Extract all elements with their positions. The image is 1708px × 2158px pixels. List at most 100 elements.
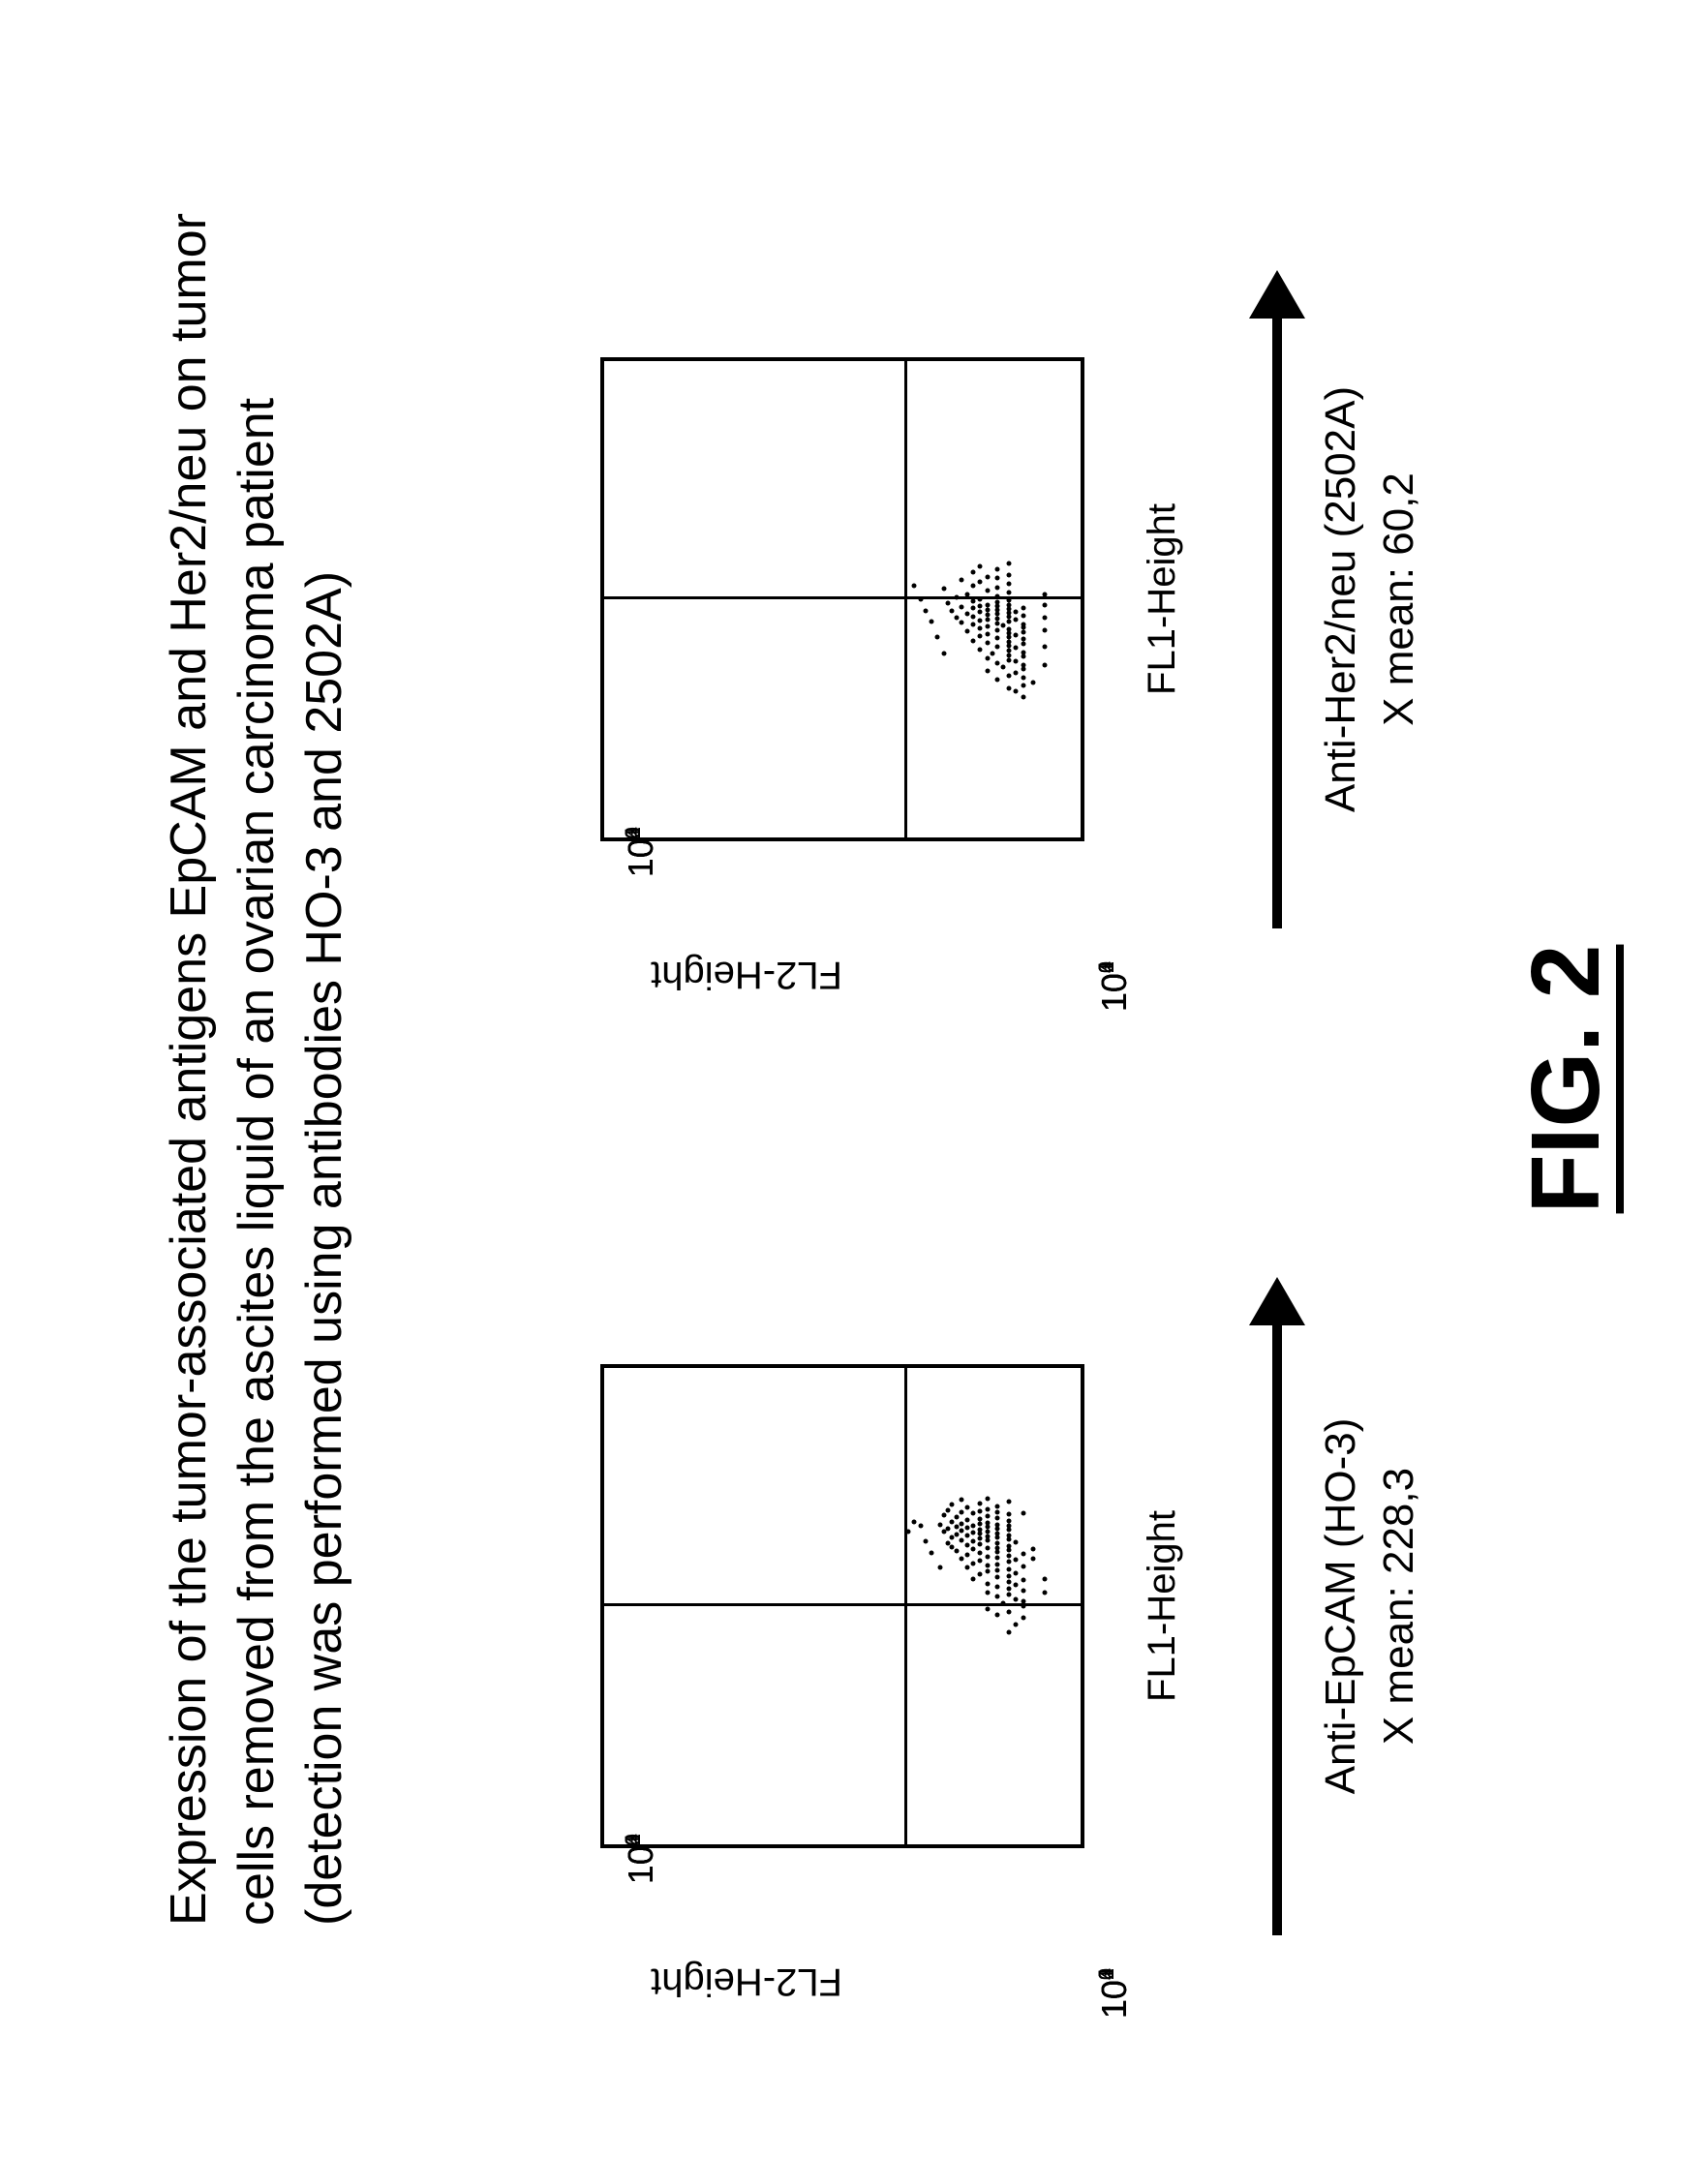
scatter-dot — [986, 1521, 991, 1526]
scatter-dot — [946, 601, 951, 606]
scatter-dot — [978, 1572, 983, 1577]
scatter-dot — [978, 626, 983, 631]
arrow-shaft — [1272, 309, 1282, 928]
scatter-dot — [1022, 1615, 1026, 1620]
plots-row: FL2-Height 100 101 102 103 104 100 101 1… — [600, 154, 1472, 1993]
scatter-dot — [970, 606, 975, 611]
scatter-dot — [1006, 1560, 1011, 1565]
scatter-dot — [978, 619, 983, 623]
scatter-dot — [1022, 650, 1026, 654]
scatter-dot — [1022, 1551, 1026, 1556]
scatter-dot — [995, 1612, 1000, 1617]
scatter-dot — [986, 613, 991, 618]
scatter-dot — [1042, 602, 1047, 607]
scatter-dot — [970, 614, 975, 619]
scatter-dot — [1022, 1565, 1026, 1569]
scatter-dot — [1006, 615, 1011, 620]
scatter-dot — [978, 1551, 983, 1556]
scatter-dot — [978, 1527, 983, 1532]
scatter-dot — [1042, 627, 1047, 632]
scatter-dot — [954, 616, 959, 621]
scatter-dot — [995, 585, 1000, 590]
scatter-dot — [995, 593, 1000, 598]
scatter-dot — [1006, 1609, 1011, 1614]
scatter-dot — [995, 1541, 1000, 1546]
scatter-dot — [986, 1563, 991, 1567]
scatter-dot — [970, 1530, 975, 1535]
scatter-dot — [1006, 1593, 1011, 1597]
scatter-dot — [1042, 1591, 1047, 1596]
scatter-dot — [1000, 1601, 1005, 1606]
scatter-dot — [995, 661, 1000, 666]
scatter-dot — [1022, 683, 1026, 687]
scatter-dot — [986, 1554, 991, 1559]
ytick: 104 — [621, 1834, 661, 1884]
quadrant-hline — [904, 361, 907, 837]
scatter-dot — [986, 655, 991, 660]
scatter-dot — [986, 1606, 991, 1611]
scatter-dot — [986, 631, 991, 636]
scatter-dot — [995, 1535, 1000, 1540]
scatter-dot — [995, 1562, 1000, 1566]
scatter-dot — [1014, 1623, 1019, 1627]
scatter-dot — [960, 605, 964, 610]
scatter-dot — [960, 1557, 964, 1562]
scatter-dot — [1006, 685, 1011, 690]
scatter-dot — [1006, 1543, 1011, 1548]
scatter-dot — [934, 635, 939, 640]
scatter-dot — [978, 634, 983, 639]
scatter-dot — [978, 580, 983, 585]
y-axis-title: FL2-Height — [651, 1960, 842, 2003]
scatter-dot — [986, 1538, 991, 1543]
scatter-dot — [1006, 639, 1011, 644]
scatter-dot — [964, 628, 969, 633]
scatter-dot — [990, 652, 994, 656]
scatter-dot — [995, 627, 1000, 632]
scatter-dot — [978, 1516, 983, 1521]
scatter-dot — [1006, 1553, 1011, 1558]
scatter-dot — [960, 1498, 964, 1503]
scatter-dot — [986, 1581, 991, 1586]
scatter-dot — [964, 1505, 969, 1510]
scatter-dot — [986, 1569, 991, 1574]
scatter-dot — [995, 1595, 1000, 1599]
scatter-dot — [986, 589, 991, 593]
scatter-dot — [970, 1547, 975, 1552]
scatter-dot — [1006, 1566, 1011, 1571]
scatter-dot — [960, 1537, 964, 1542]
scatter-dot — [1031, 680, 1036, 684]
scatter-dot — [978, 597, 983, 602]
scatter-dot — [1014, 688, 1019, 693]
scatter-dot — [1014, 1570, 1019, 1575]
scatter-dot — [970, 1539, 975, 1544]
scatter-dot — [1022, 1588, 1026, 1593]
scatter-dot — [1006, 1524, 1011, 1529]
scatter-dot — [995, 644, 1000, 649]
scatter-dot — [1022, 637, 1026, 642]
scatter-dot — [964, 611, 969, 616]
scatter-dot — [1022, 675, 1026, 680]
scatter-dot — [978, 610, 983, 615]
x-axis-arrow — [1249, 270, 1307, 928]
scatter-dot — [964, 1534, 969, 1538]
scatter-dot — [950, 608, 955, 613]
y-axis-title: FL2-Height — [651, 953, 842, 996]
scatter-dot — [1006, 673, 1011, 678]
plot-area-epcam — [600, 1364, 1084, 1848]
scatter-dot — [1006, 1579, 1011, 1584]
scatter-dot — [970, 584, 975, 589]
scatter-dot — [1006, 649, 1011, 653]
scatter-dot — [1022, 695, 1026, 700]
scatter-dot — [986, 574, 991, 579]
scatter-dot — [986, 1546, 991, 1551]
scatter-dot — [1014, 1583, 1019, 1588]
scatter-dot — [1014, 1539, 1019, 1544]
scatter-dot — [986, 1514, 991, 1519]
scatter-dot — [960, 1510, 964, 1515]
scatter-dot — [1042, 616, 1047, 621]
scatter-dot — [923, 1539, 928, 1544]
scatter-dot — [938, 1523, 943, 1528]
scatter-dot — [970, 1576, 975, 1581]
scatter-dot — [986, 607, 991, 612]
scatter-dot — [1006, 598, 1011, 603]
